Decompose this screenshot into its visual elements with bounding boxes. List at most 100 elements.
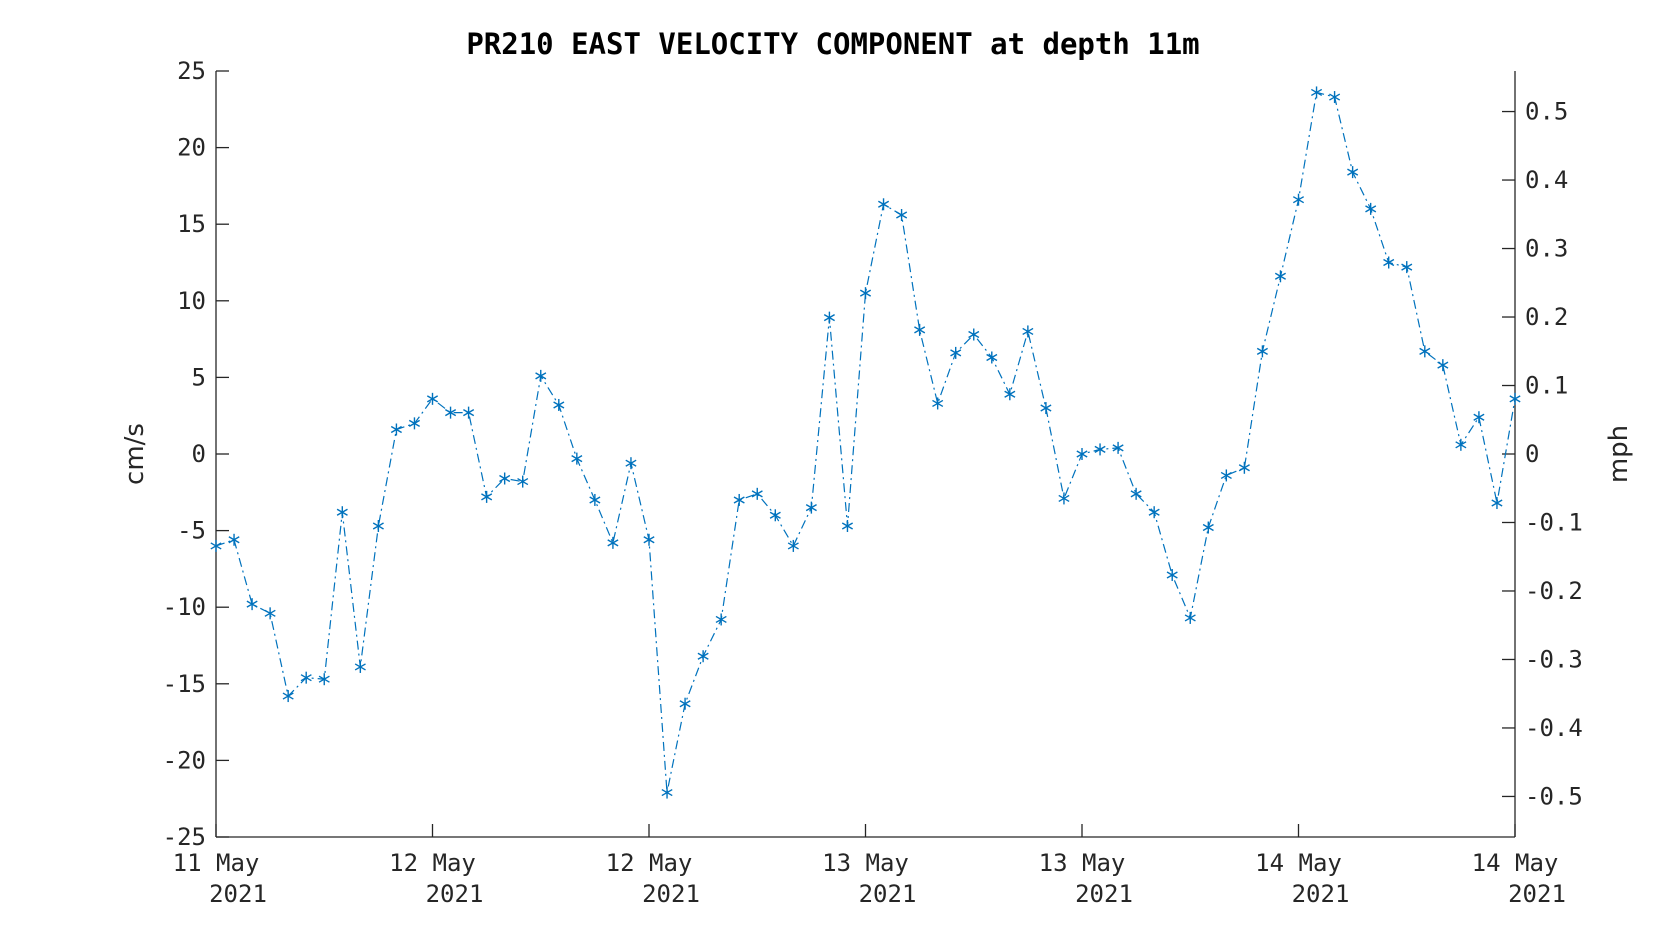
- data-point: [1148, 506, 1160, 519]
- data-point: [625, 457, 637, 470]
- data-point: [372, 520, 384, 533]
- data-point: [805, 501, 817, 514]
- data-point: [1383, 256, 1395, 269]
- data-point: [1419, 345, 1431, 358]
- x-tick-label-date: 12 May: [606, 849, 693, 877]
- right-tick-label: 0.1: [1525, 372, 1568, 400]
- data-point: [426, 392, 439, 405]
- left-tick-label: -10: [163, 593, 206, 621]
- data-point: [535, 369, 547, 382]
- data-point: [787, 539, 799, 552]
- data-point: [481, 490, 493, 503]
- data-point: [751, 487, 763, 500]
- data-point: [1220, 469, 1232, 482]
- left-tick-label: -25: [163, 823, 206, 851]
- data-point: [697, 650, 709, 663]
- left-tick-label: 20: [177, 134, 206, 162]
- left-tick-label: -5: [177, 517, 206, 545]
- left-tick-label: -15: [163, 670, 206, 698]
- data-point: [733, 493, 745, 506]
- data-point: [1238, 461, 1250, 474]
- data-point: [336, 506, 348, 519]
- data-point: [408, 417, 421, 430]
- x-tick-label-date: 13 May: [1039, 849, 1126, 877]
- x-tick-label-year: 2021: [209, 880, 267, 908]
- right-axis-ticks: -0.5 -0.4 -0.3 -0.2 -0.1 0 0.1 0.2 0.3 0.4 0.5: [1502, 98, 1583, 810]
- data-point: [1329, 91, 1341, 104]
- right-tick-label: -0.1: [1525, 508, 1583, 536]
- data-point: [1292, 193, 1305, 206]
- data-point: [1076, 448, 1088, 460]
- x-tick-label-year: 2021: [642, 880, 700, 908]
- data-point: [228, 533, 240, 546]
- data-point: [318, 673, 330, 686]
- data-point: [1040, 402, 1052, 415]
- left-tick-label: -20: [163, 746, 206, 774]
- y-axis-label-left: cm/s: [120, 423, 150, 485]
- data-point: [1202, 521, 1214, 534]
- right-tick-label: -0.3: [1525, 645, 1583, 673]
- left-tick-label: 0: [192, 440, 206, 468]
- data-point: [1437, 359, 1449, 372]
- data-point: [968, 328, 980, 341]
- data-point: [1094, 443, 1106, 456]
- data-point: [679, 697, 691, 710]
- data-point: [589, 493, 601, 506]
- right-tick-label: 0.2: [1525, 303, 1568, 331]
- data-point: [715, 613, 727, 626]
- data-point: [1509, 392, 1521, 405]
- x-tick-label-year: 2021: [1075, 880, 1133, 908]
- left-axis-ticks: -25 -20 -15 -10 -5 0 5 10 15 20 25: [163, 57, 229, 851]
- data-point: [986, 351, 998, 364]
- data-point: [354, 660, 366, 673]
- data-point: [390, 423, 402, 436]
- data-point: [553, 398, 565, 411]
- data-point: [210, 539, 222, 552]
- data-point: [282, 690, 294, 703]
- right-tick-label: -0.5: [1525, 782, 1583, 810]
- x-tick-label-year: 2021: [1292, 880, 1350, 908]
- y-axis-label-right: mph: [1604, 425, 1634, 483]
- data-point: [1455, 438, 1467, 451]
- data-point: [1491, 497, 1503, 510]
- data-point: [1365, 202, 1377, 215]
- right-tick-label: 0.5: [1525, 98, 1568, 126]
- x-tick-label-date: 14 May: [1472, 849, 1559, 877]
- data-point: [859, 287, 872, 300]
- x-tick-label-date: 11 May: [173, 849, 260, 877]
- x-tick-label-date: 13 May: [822, 849, 909, 877]
- data-point: [1184, 611, 1196, 624]
- data-point: [517, 475, 529, 488]
- chart-title: PR210 EAST VELOCITY COMPONENT at depth 1…: [466, 27, 1199, 61]
- data-point: [1347, 166, 1359, 179]
- x-axis-ticks: 11 May 2021 12 May 2021 12 May 2021 13 May 2021…: [173, 824, 1566, 908]
- x-tick-label-date: 12 May: [389, 849, 476, 877]
- data-point: [1112, 441, 1124, 454]
- data-point: [1004, 388, 1016, 401]
- data-point: [1256, 345, 1268, 358]
- data-point: [264, 607, 276, 620]
- right-tick-label: -0.2: [1525, 577, 1583, 605]
- data-point: [841, 520, 854, 533]
- data-point: [932, 397, 944, 410]
- right-tick-label: 0.3: [1525, 235, 1568, 263]
- data-point: [1022, 325, 1034, 338]
- data-point: [769, 509, 781, 522]
- right-tick-label: 0.4: [1525, 166, 1568, 194]
- data-point: [823, 311, 835, 324]
- data-point: [877, 198, 890, 211]
- data-point: [643, 533, 655, 546]
- data-point: [661, 786, 673, 799]
- data-point: [914, 323, 926, 336]
- data-point: [950, 346, 962, 359]
- data-point: [246, 598, 258, 611]
- data-point: [444, 406, 457, 419]
- right-tick-label: 0: [1525, 440, 1539, 468]
- x-tick-label-year: 2021: [426, 880, 484, 908]
- data-point: [1401, 261, 1413, 274]
- left-tick-label: 10: [177, 287, 206, 315]
- left-tick-label: 5: [192, 363, 206, 391]
- data-point: [1058, 492, 1070, 505]
- data-point: [1130, 487, 1142, 500]
- data-markers: [210, 86, 1521, 799]
